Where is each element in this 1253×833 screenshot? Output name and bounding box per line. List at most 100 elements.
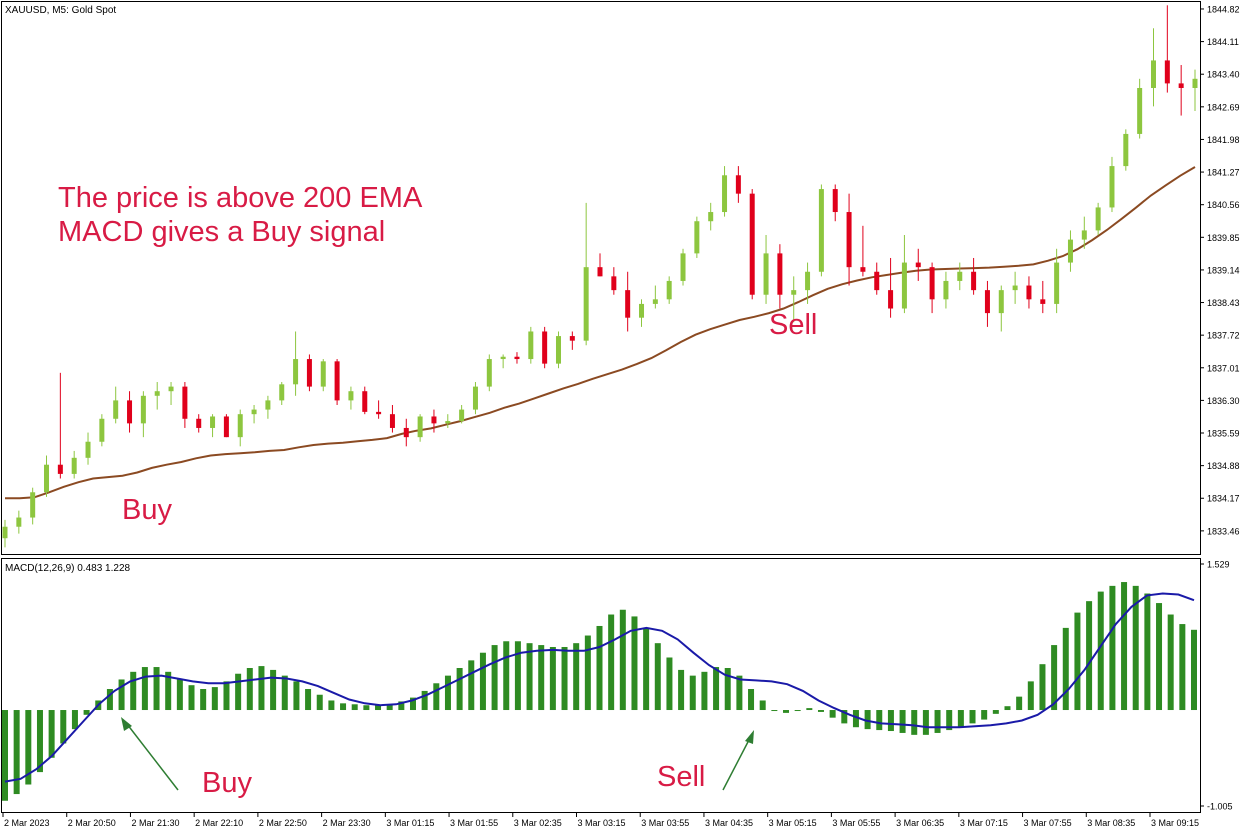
candle — [306, 354, 312, 392]
macd-bar — [992, 710, 999, 714]
candle-body — [113, 400, 119, 419]
candle-body — [888, 290, 894, 309]
candle-layer — [2, 5, 1198, 548]
macd-bar — [503, 641, 510, 711]
candle — [168, 382, 174, 405]
macd-bar — [969, 710, 976, 724]
macd-bar — [316, 694, 323, 711]
candle-body — [182, 386, 188, 419]
candle-body — [680, 253, 686, 281]
macd-bar — [713, 667, 720, 711]
macd-tick-label: -1.005 — [1207, 802, 1233, 812]
candle-body — [722, 175, 728, 213]
candle-body — [735, 175, 741, 194]
macd-bar — [946, 710, 953, 731]
candle — [791, 276, 797, 323]
sell-price-label: Sell — [769, 309, 817, 341]
price-tick-label: 1839.85 — [1207, 233, 1240, 243]
candle — [30, 487, 36, 525]
candle-body — [348, 391, 354, 401]
candle — [666, 276, 672, 304]
candle — [1095, 202, 1101, 236]
candle-body — [1192, 78, 1198, 88]
candle-body — [1054, 262, 1060, 304]
candle — [113, 386, 119, 424]
candle — [389, 404, 395, 433]
candle-body — [362, 391, 368, 412]
signal-line-layer — [4, 592, 1195, 783]
price-panel-frame — [1, 1, 1201, 555]
macd-bar — [340, 703, 347, 711]
macd-bar — [118, 679, 125, 711]
candle — [735, 166, 741, 203]
candle — [984, 280, 990, 327]
candle-body — [210, 416, 216, 428]
macd-bar — [444, 675, 451, 711]
candle — [722, 166, 728, 217]
macd-bar — [491, 645, 498, 711]
macd-bar — [106, 689, 113, 711]
candle-body — [818, 189, 824, 272]
candle-body — [1123, 133, 1129, 167]
candle — [901, 235, 907, 314]
candle — [805, 262, 811, 304]
candle — [320, 359, 326, 392]
macd-bar — [678, 669, 685, 711]
candle-body — [998, 290, 1004, 314]
candle — [2, 519, 8, 548]
macd-bar — [852, 710, 859, 728]
time-tick-label: 3 Mar 03:15 — [578, 818, 626, 828]
time-tick-label: 2 Mar 21:30 — [131, 818, 179, 828]
candle-body — [555, 336, 561, 364]
candle — [1178, 65, 1184, 116]
macd-bar — [1132, 585, 1139, 711]
candle — [445, 414, 451, 428]
time-tick-label: 2 Mar 20:50 — [68, 818, 116, 828]
macd-bar — [619, 609, 626, 711]
candle — [57, 372, 63, 479]
macd-bar — [666, 657, 673, 711]
macd-bar — [1144, 593, 1151, 711]
candle — [265, 395, 271, 419]
signal-line — [4, 592, 1195, 783]
macd-bar — [479, 652, 486, 711]
candle — [832, 184, 838, 222]
candle — [583, 202, 589, 346]
macd-bar — [584, 635, 591, 711]
candle-body — [611, 276, 617, 291]
time-tick-label: 3 Mar 04:35 — [705, 818, 753, 828]
macd-bar — [701, 671, 708, 711]
macd-bar — [2, 710, 8, 801]
macd-bar — [188, 685, 195, 711]
price-tick-label: 1837.01 — [1207, 363, 1240, 373]
macd-bar — [794, 710, 801, 712]
macd-bar — [1156, 603, 1163, 711]
candle-body — [320, 361, 326, 387]
time-tick-label: 3 Mar 05:55 — [832, 818, 880, 828]
macd-bar — [1062, 627, 1069, 711]
candle-body — [403, 427, 409, 438]
ema-layer — [5, 166, 1196, 500]
candle-body — [2, 526, 8, 539]
candle-body — [860, 267, 866, 272]
candle-body — [196, 418, 202, 428]
candle — [1137, 78, 1143, 139]
macd-bar — [1051, 645, 1058, 711]
candle-body — [1137, 87, 1143, 134]
candle — [611, 267, 617, 295]
candle — [154, 382, 160, 410]
macd-bar — [141, 667, 148, 711]
macd-bar — [526, 643, 533, 711]
candle-body — [459, 409, 465, 422]
candle-body — [583, 267, 589, 341]
price-tick-label: 1841.27 — [1207, 168, 1240, 178]
candle-body — [1040, 299, 1046, 304]
candle — [1012, 271, 1018, 304]
candle — [652, 285, 658, 309]
macd-bar — [386, 704, 393, 711]
macd-bar — [176, 679, 183, 711]
macd-bar — [1086, 601, 1093, 711]
candle-body — [223, 416, 229, 438]
macd-bar — [759, 700, 766, 711]
